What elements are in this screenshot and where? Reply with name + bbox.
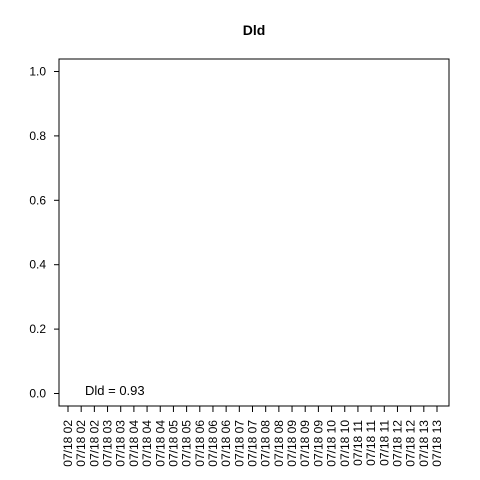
x-tick-label: 07/18 06 [193,420,207,467]
x-tick-label: 07/18 11 [364,420,378,466]
x-tick-label: 07/18 02 [74,420,88,467]
x-tick-label: 07/18 04 [140,420,154,467]
x-tick-label: 07/18 05 [180,420,194,467]
x-tick-label: 07/18 07 [232,420,246,467]
y-tick-label: 0.0 [29,387,46,401]
x-tick-label: 07/18 08 [272,420,286,467]
x-tick-label: 07/18 11 [377,420,391,466]
x-tick-label: 07/18 10 [325,420,339,467]
y-tick-label: 0.2 [29,322,46,336]
x-tick-label: 07/18 04 [127,420,141,467]
x-tick-label: 07/18 09 [298,420,312,467]
dld-annotation: Dld = 0.93 [85,383,145,398]
x-tick-label: 07/18 03 [114,420,128,467]
y-tick-label: 0.8 [29,129,46,143]
x-tick-label: 07/18 08 [259,420,273,467]
x-axis: 07/18 02 07/18 02 07/18 02 07/18 03 07/18 03… [61,405,444,467]
y-axis: 0.0 0.2 0.4 0.6 0.8 1.0 [29,65,60,401]
x-tick-label: 07/18 11 [351,420,365,466]
x-tick-label: 07/18 12 [404,420,418,467]
x-tick-label: 07/18 13 [430,420,444,467]
x-tick-label: 07/18 04 [153,420,167,467]
chart-title: Dld [243,22,266,38]
x-tick-label: 07/18 06 [206,420,220,467]
x-tick-label: 07/18 10 [338,420,352,467]
x-tick-label: 07/18 02 [87,420,101,467]
x-tick-label: 07/18 03 [101,420,115,467]
y-tick-label: 0.6 [29,193,46,207]
x-tick-label: 07/18 05 [166,420,180,467]
y-tick-label: 1.0 [29,65,46,79]
x-tick-label: 07/18 09 [285,420,299,467]
x-tick-label: 07/18 06 [219,420,233,467]
x-tick-label: 07/18 02 [61,420,75,467]
x-tick-label: 07/18 12 [390,420,404,467]
plot-frame [58,58,450,407]
x-tick-label: 07/18 13 [417,420,431,467]
x-tick-label: 07/18 09 [311,420,325,467]
y-tick-label: 0.4 [29,258,46,272]
x-tick-label: 07/18 07 [246,420,260,467]
